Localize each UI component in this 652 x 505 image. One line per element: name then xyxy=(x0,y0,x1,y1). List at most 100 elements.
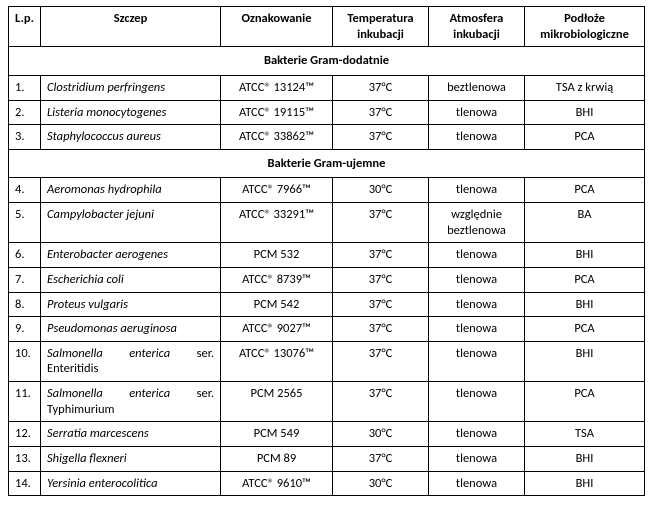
cell-temp: 30°C xyxy=(333,422,429,447)
species-name: Yersinia enterocolitica xyxy=(47,476,158,491)
cell-atm: tlenowa xyxy=(429,446,525,471)
cell-oznakowanie: ATCC® 33291™ xyxy=(221,203,333,243)
cell-pod: PCA xyxy=(525,125,645,150)
cell-oznakowanie: PCM 2565 xyxy=(221,382,333,422)
cell-oznakowanie: ATCC® 19115™ xyxy=(221,100,333,125)
table-head: L.p. Szczep Oznakowanie Temperatura inku… xyxy=(9,7,645,47)
species-name: Listeria monocytogenes xyxy=(47,105,166,120)
cell-pod: BHI xyxy=(525,243,645,268)
table-row: 7. Escherichia coli ATCC® 8739™ 37°C tle… xyxy=(9,267,645,292)
cell-temp: 37°C xyxy=(333,446,429,471)
cell-oznakowanie: ATCC® 13076™ xyxy=(221,341,333,381)
table-row: 3. Staphylococcus aureus ATCC® 33862™ 37… xyxy=(9,125,645,150)
species-name: Aeromonas hydrophila xyxy=(47,182,162,197)
table-row: 8. Proteus vulgaris PCM 542 37°C tlenowa… xyxy=(9,292,645,317)
cell-lp: 3. xyxy=(9,125,41,150)
cell-species: Enterobacter aerogenes xyxy=(41,243,221,268)
species-name: Pseudomonas aeruginosa xyxy=(47,321,177,336)
cell-species: Serratia marcescens xyxy=(41,422,221,447)
col-atmosfera: Atmosfera inkubacji xyxy=(429,7,525,47)
cell-temp: 37°C xyxy=(333,292,429,317)
cell-lp: 1. xyxy=(9,75,41,100)
cell-atm: tlenowa xyxy=(429,471,525,496)
species-name: Enterobacter aerogenes xyxy=(47,247,168,262)
cell-lp: 14. xyxy=(9,471,41,496)
cell-lp: 8. xyxy=(9,292,41,317)
cell-atm: tlenowa xyxy=(429,125,525,150)
species-name: Campylobacter jejuni xyxy=(47,207,154,222)
species-name: Salmonella enterica xyxy=(47,386,170,401)
cell-pod: BHI xyxy=(525,471,645,496)
species-name: Salmonella enterica xyxy=(47,346,170,361)
table-container: L.p. Szczep Oznakowanie Temperatura inku… xyxy=(0,0,652,502)
table-row: 4. Aeromonas hydrophila ATCC® 7966™ 30°C… xyxy=(9,178,645,203)
table-row: 14. Yersinia enterocolitica ATCC® 9610™ … xyxy=(9,471,645,496)
cell-temp: 37°C xyxy=(333,243,429,268)
cell-atm: tlenowa xyxy=(429,341,525,381)
cell-species: Campylobacter jejuni xyxy=(41,203,221,243)
cell-pod: PCA xyxy=(525,317,645,342)
cell-lp: 2. xyxy=(9,100,41,125)
cell-lp: 5. xyxy=(9,203,41,243)
cell-temp: 37°C xyxy=(333,100,429,125)
cell-oznakowanie: ATCC® 8739™ xyxy=(221,267,333,292)
cell-temp: 37°C xyxy=(333,341,429,381)
table-body: Bakterie Gram-dodatnie 1. Clostridium pe… xyxy=(9,47,645,496)
bacteria-table: L.p. Szczep Oznakowanie Temperatura inku… xyxy=(8,6,645,496)
section-gram-positive: Bakterie Gram-dodatnie xyxy=(9,47,645,76)
cell-oznakowanie: ATCC® 7966™ xyxy=(221,178,333,203)
col-lp: L.p. xyxy=(9,7,41,47)
cell-atm: tlenowa xyxy=(429,267,525,292)
table-row: 11. Salmonella enterica ser. Typhimurium… xyxy=(9,382,645,422)
cell-pod: PCA xyxy=(525,382,645,422)
cell-temp: 37°C xyxy=(333,267,429,292)
cell-atm: tlenowa xyxy=(429,382,525,422)
table-row: 12. Serratia marcescens PCM 549 30°C tle… xyxy=(9,422,645,447)
cell-oznakowanie: PCM 89 xyxy=(221,446,333,471)
cell-atm: tlenowa xyxy=(429,100,525,125)
species-serovar: Enteritidis xyxy=(47,361,214,377)
species-serovar-prefix: ser. xyxy=(197,346,214,361)
cell-oznakowanie: ATCC® 9610™ xyxy=(221,471,333,496)
cell-pod: TSA xyxy=(525,422,645,447)
cell-pod: BHI xyxy=(525,446,645,471)
cell-species: Aeromonas hydrophila xyxy=(41,178,221,203)
cell-atm: względnie beztlenowa xyxy=(429,203,525,243)
table-row: 5. Campylobacter jejuni ATCC® 33291™ 37°… xyxy=(9,203,645,243)
table-row: 13. Shigella flexneri PCM 89 37°C tlenow… xyxy=(9,446,645,471)
table-row: 10. Salmonella enterica ser. Enteritidis… xyxy=(9,341,645,381)
cell-temp: 37°C xyxy=(333,382,429,422)
cell-lp: 6. xyxy=(9,243,41,268)
col-szczep: Szczep xyxy=(41,7,221,47)
species-name: Clostridium perfringens xyxy=(47,80,165,95)
cell-temp: 30°C xyxy=(333,471,429,496)
species-name: Escherichia coli xyxy=(47,272,124,287)
cell-atm: beztlenowa xyxy=(429,75,525,100)
cell-oznakowanie: PCM 549 xyxy=(221,422,333,447)
cell-pod: BA xyxy=(525,203,645,243)
table-row: 6. Enterobacter aerogenes PCM 532 37°C t… xyxy=(9,243,645,268)
cell-temp: 37°C xyxy=(333,203,429,243)
cell-species: Pseudomonas aeruginosa xyxy=(41,317,221,342)
table-row: 2. Listeria monocytogenes ATCC® 19115™ 3… xyxy=(9,100,645,125)
cell-species: Salmonella enterica ser. Enteritidis xyxy=(41,341,221,381)
cell-temp: 30°C xyxy=(333,178,429,203)
cell-atm: tlenowa xyxy=(429,292,525,317)
species-name: Serratia marcescens xyxy=(47,426,149,441)
cell-oznakowanie: ATCC® 9027™ xyxy=(221,317,333,342)
col-temperatura: Temperatura inkubacji xyxy=(333,7,429,47)
cell-oznakowanie: PCM 542 xyxy=(221,292,333,317)
cell-lp: 7. xyxy=(9,267,41,292)
cell-species: Salmonella enterica ser. Typhimurium xyxy=(41,382,221,422)
cell-species: Clostridium perfringens xyxy=(41,75,221,100)
cell-atm: tlenowa xyxy=(429,243,525,268)
cell-lp: 10. xyxy=(9,341,41,381)
species-name: Staphylococcus aureus xyxy=(47,129,161,144)
cell-oznakowanie: ATCC® 13124™ xyxy=(221,75,333,100)
cell-temp: 37°C xyxy=(333,75,429,100)
cell-temp: 37°C xyxy=(333,125,429,150)
table-row: 1. Clostridium perfringens ATCC® 13124™ … xyxy=(9,75,645,100)
section-gram-negative: Bakterie Gram-ujemne xyxy=(9,149,645,178)
cell-pod: TSA z krwią xyxy=(525,75,645,100)
species-serovar: Typhimurium xyxy=(47,402,214,418)
